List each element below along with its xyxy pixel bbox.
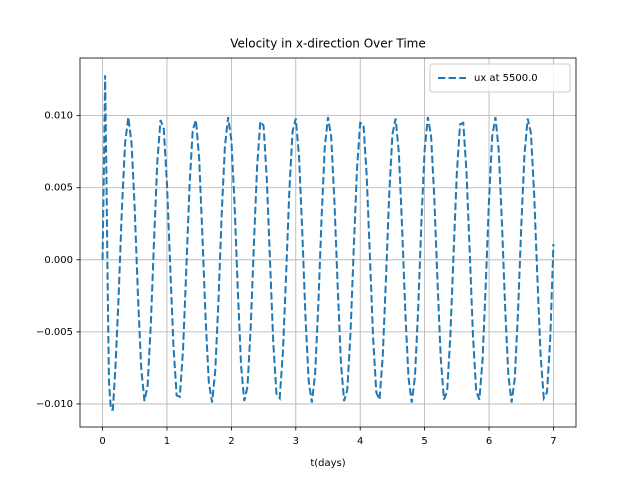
x-tick-label: 5 [421,436,427,447]
legend: ux at 5500.0 [429,63,571,93]
x-tick-label: 6 [486,436,492,447]
legend-box [429,63,571,93]
y-tick-label: −0.005 [36,327,73,338]
data-line [101,75,555,411]
x-tick-label: 2 [228,436,234,447]
x-tick-label: 7 [550,436,556,447]
y-tick-label: −0.010 [36,399,73,410]
legend-label: ux at 5500.0 [474,73,538,84]
axes-frame [79,57,577,428]
chart-title: Velocity in x-direction Over Time [230,37,426,51]
x-axis-label: t(days) [310,458,345,469]
y-tick-label: 0.000 [44,255,73,266]
x-tick-label: 3 [293,436,299,447]
x-tick-label: 1 [164,436,170,447]
x-tick-label: 4 [357,436,363,447]
y-tick-label: 0.005 [44,183,73,194]
y-tick-label: 0.010 [44,111,73,122]
x-tick-label: 0 [99,436,105,447]
